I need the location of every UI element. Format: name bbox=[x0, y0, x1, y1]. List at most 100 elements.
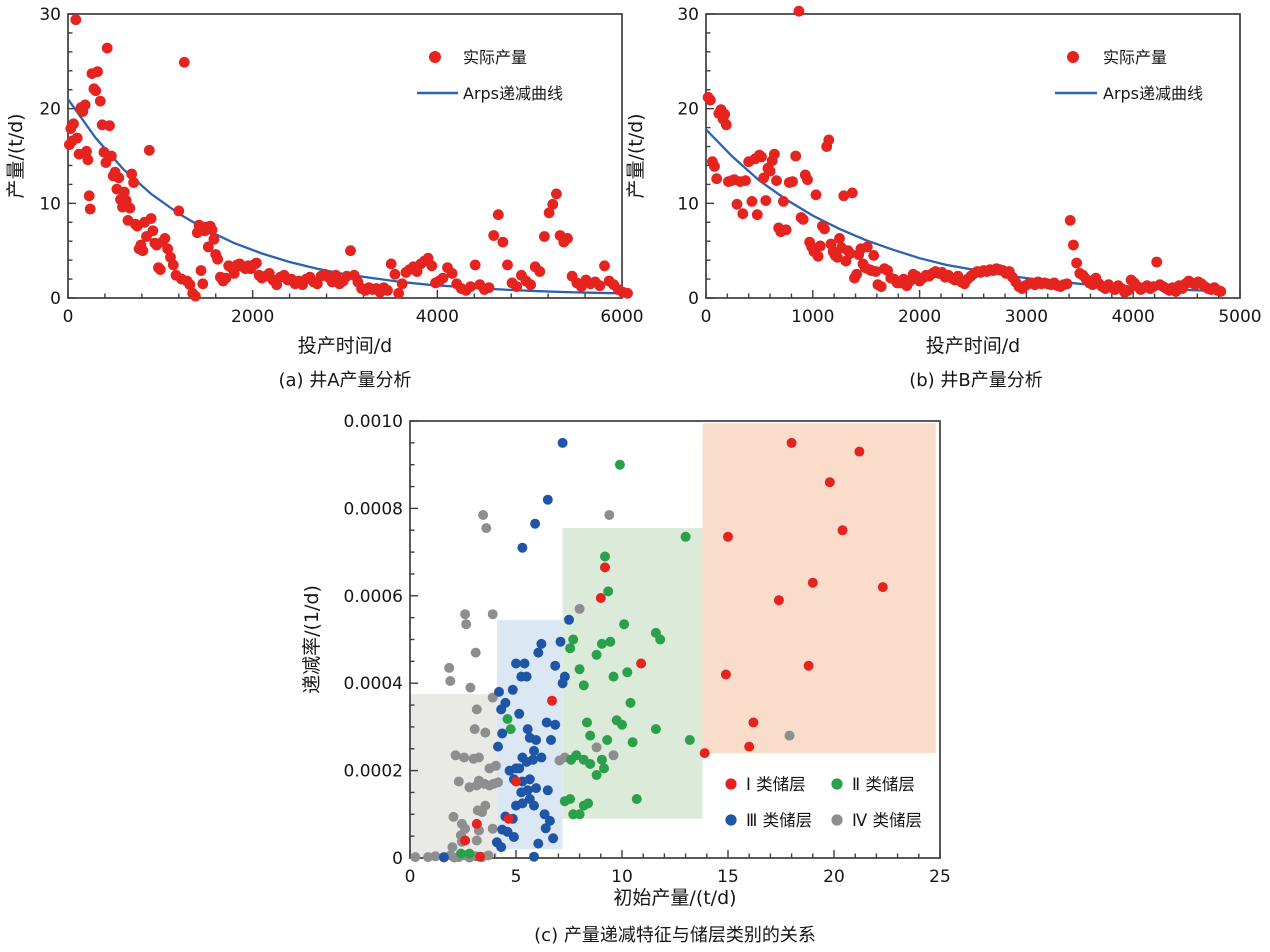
data-point bbox=[81, 145, 92, 157]
data-point bbox=[500, 697, 511, 708]
data-point bbox=[814, 240, 826, 252]
data-point bbox=[525, 279, 536, 291]
data-point bbox=[568, 809, 579, 820]
x-tick-label: 0 bbox=[701, 307, 712, 327]
data-point bbox=[410, 852, 421, 863]
x-axis-label: 初始产量/(t/d) bbox=[613, 887, 736, 909]
data-point bbox=[473, 752, 484, 763]
data-point bbox=[460, 835, 471, 846]
arps-decline-curve bbox=[704, 128, 1226, 293]
data-point bbox=[529, 745, 539, 756]
data-point bbox=[614, 459, 625, 470]
data-point bbox=[143, 144, 155, 156]
data-point bbox=[608, 750, 619, 761]
data-point bbox=[591, 649, 602, 660]
data-point bbox=[797, 214, 809, 225]
series-Ⅲ 类储层 bbox=[438, 437, 574, 863]
data-point bbox=[461, 619, 472, 630]
data-point bbox=[787, 176, 798, 188]
data-point bbox=[834, 233, 845, 244]
data-point bbox=[574, 664, 585, 675]
chart-a-well-A: 0 2000 4000 6000 0 10 20 30 实际产量 Arps递减曲线 投产时间/d 产量… bbox=[0, 0, 650, 400]
data-point bbox=[832, 251, 843, 263]
data-point bbox=[202, 241, 214, 253]
data-point bbox=[212, 253, 224, 265]
data-point bbox=[760, 195, 772, 206]
data-point bbox=[502, 259, 513, 271]
data-point bbox=[444, 662, 455, 673]
data-point bbox=[126, 168, 138, 180]
data-point bbox=[600, 551, 610, 562]
data-point bbox=[483, 282, 495, 293]
data-point bbox=[503, 813, 514, 824]
data-point bbox=[562, 233, 573, 244]
data-point bbox=[771, 175, 782, 187]
data-point bbox=[599, 763, 609, 774]
x-tick-label: 6000 bbox=[600, 307, 643, 327]
x-axis-label: 投产时间/d bbox=[298, 335, 392, 357]
data-point bbox=[541, 717, 552, 728]
data-point bbox=[330, 269, 342, 281]
data-point bbox=[345, 245, 356, 257]
data-point bbox=[529, 851, 539, 862]
series-实际产量 bbox=[702, 5, 1227, 298]
arps-decline-curve bbox=[66, 98, 633, 295]
data-point bbox=[124, 202, 136, 214]
data-point bbox=[94, 95, 106, 107]
data-point bbox=[803, 660, 814, 671]
data-point bbox=[557, 678, 568, 689]
data-point bbox=[491, 837, 502, 848]
data-point bbox=[778, 196, 789, 207]
data-point bbox=[493, 777, 503, 788]
data-point bbox=[511, 658, 521, 669]
region-class1-zone bbox=[702, 423, 936, 754]
y-tick-label: 0.0006 bbox=[344, 587, 403, 607]
data-point bbox=[521, 671, 532, 682]
data-point bbox=[1215, 286, 1227, 297]
data-point bbox=[870, 266, 882, 277]
data-point bbox=[475, 851, 485, 862]
data-point bbox=[810, 189, 822, 201]
data-point bbox=[473, 775, 484, 786]
data-point bbox=[1061, 278, 1073, 290]
data-point bbox=[861, 241, 873, 253]
y-tick-label: 10 bbox=[39, 194, 61, 214]
data-point bbox=[118, 186, 130, 198]
data-point bbox=[566, 754, 577, 765]
data-point bbox=[784, 730, 795, 741]
data-point bbox=[854, 446, 865, 457]
data-point bbox=[627, 737, 638, 748]
data-point bbox=[385, 258, 397, 270]
x-tick-label: 20 bbox=[823, 867, 845, 887]
y-tick-label: 20 bbox=[39, 100, 61, 120]
data-point bbox=[582, 717, 592, 728]
data-point bbox=[780, 224, 792, 236]
data-point bbox=[838, 190, 850, 202]
data-point bbox=[470, 647, 481, 658]
data-point bbox=[426, 260, 438, 272]
data-point bbox=[195, 265, 207, 276]
y-axis-label: 递减率/(1/d) bbox=[301, 585, 323, 694]
data-point bbox=[868, 250, 880, 261]
data-point bbox=[505, 724, 516, 735]
data-point bbox=[533, 647, 544, 658]
data-point bbox=[197, 278, 209, 290]
data-point bbox=[480, 800, 491, 811]
data-point bbox=[511, 776, 521, 787]
data-point bbox=[447, 842, 458, 853]
data-point bbox=[504, 765, 515, 776]
data-point bbox=[393, 287, 404, 299]
data-point bbox=[488, 230, 500, 241]
data-point bbox=[389, 268, 401, 280]
data-point bbox=[453, 776, 464, 787]
data-point bbox=[493, 741, 503, 752]
data-point bbox=[1122, 285, 1134, 296]
data-point bbox=[655, 634, 666, 645]
data-point bbox=[396, 278, 408, 290]
legend-label-class2: Ⅱ 类储层 bbox=[852, 775, 915, 794]
data-point bbox=[595, 593, 606, 603]
y-tick-label: 30 bbox=[677, 5, 699, 25]
data-point bbox=[516, 787, 527, 798]
data-point bbox=[206, 224, 218, 236]
